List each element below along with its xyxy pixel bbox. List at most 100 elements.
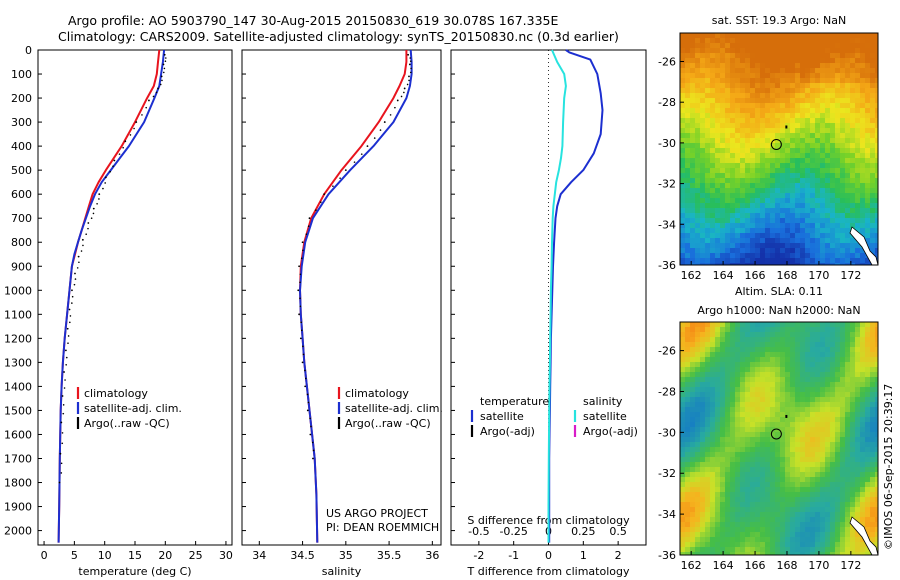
map-cell (765, 263, 770, 265)
map-cell (710, 188, 715, 193)
map-cell (850, 482, 855, 487)
map-cell (720, 437, 725, 442)
map-cell (790, 502, 795, 507)
map-cell (805, 342, 810, 347)
map-cell (715, 487, 720, 492)
map-cell (690, 203, 695, 208)
map-cell (855, 397, 860, 402)
map-cell (850, 88, 855, 93)
map-cell (735, 412, 740, 417)
map-cell (690, 73, 695, 78)
map-cell (805, 347, 810, 352)
map-cell (785, 527, 790, 532)
map-cell (680, 387, 685, 392)
y-tick-label: -32 (658, 178, 676, 191)
map-cell (805, 53, 810, 58)
map-cell (870, 472, 875, 477)
map-cell (770, 263, 775, 265)
x-tick-label: 35 (339, 549, 353, 562)
map-cell (705, 487, 710, 492)
map-cell (700, 228, 705, 233)
map-cell (805, 487, 810, 492)
map-cell (805, 68, 810, 73)
map-cell (695, 243, 700, 248)
map-cell (820, 437, 825, 442)
map-cell (750, 233, 755, 238)
map-cell (690, 372, 695, 377)
map-cell (835, 53, 840, 58)
map-cell (795, 88, 800, 93)
map-cell (860, 552, 865, 555)
map-cell (795, 53, 800, 58)
map-cell (820, 547, 825, 552)
map-cell (680, 218, 685, 223)
map-cell (690, 48, 695, 53)
map-cell (710, 522, 715, 527)
map-cell (770, 447, 775, 452)
map-cell (740, 193, 745, 198)
map-cell (770, 472, 775, 477)
map-cell (695, 512, 700, 517)
map-cell (855, 517, 860, 522)
map-cell (800, 153, 805, 158)
map-cell (825, 477, 830, 482)
map-cell (725, 502, 730, 507)
map-cell (875, 337, 878, 342)
map-cell (810, 193, 815, 198)
map-cell (840, 73, 845, 78)
map-cell (805, 432, 810, 437)
map-cell (715, 193, 720, 198)
map-cell (730, 183, 735, 188)
map-cell (800, 238, 805, 243)
map-cell (710, 93, 715, 98)
map-cell (860, 442, 865, 447)
map-cell (845, 88, 850, 93)
map-cell (850, 133, 855, 138)
map-cell (685, 208, 690, 213)
map-cell (810, 457, 815, 462)
y-tick-label: 1200 (4, 332, 32, 345)
map-cell (775, 402, 780, 407)
map-cell (700, 412, 705, 417)
map-cell (870, 427, 875, 432)
map-cell (690, 153, 695, 158)
map-cell (840, 153, 845, 158)
map-cell (695, 68, 700, 73)
map-cell (725, 173, 730, 178)
map-cell (800, 457, 805, 462)
map-cell (805, 78, 810, 83)
map-cell (875, 492, 878, 497)
map-cell (715, 233, 720, 238)
map-cell (780, 173, 785, 178)
map-cell (805, 367, 810, 372)
map-cell (840, 332, 845, 337)
map-cell (795, 532, 800, 537)
map-cell (685, 108, 690, 113)
map-cell (825, 357, 830, 362)
map-cell (840, 123, 845, 128)
map-cell (855, 58, 860, 63)
map-cell (850, 98, 855, 103)
map-cell (680, 497, 685, 502)
map-cell (755, 158, 760, 163)
map-cell (835, 507, 840, 512)
map-cell (775, 372, 780, 377)
map-cell (780, 467, 785, 472)
argo-point (112, 165, 114, 167)
map-cell (770, 98, 775, 103)
map-cell (760, 258, 765, 263)
map-cell (720, 253, 725, 258)
map-cell (820, 332, 825, 337)
map-cell (810, 178, 815, 183)
map-cell (820, 397, 825, 402)
map-cell (865, 527, 870, 532)
map-cell (815, 382, 820, 387)
map-cell (740, 113, 745, 118)
map-cell (810, 248, 815, 253)
map-cell (845, 208, 850, 213)
map-cell (815, 248, 820, 253)
map-cell (825, 68, 830, 73)
map-cell (735, 178, 740, 183)
map-cell (770, 347, 775, 352)
map-cell (845, 442, 850, 447)
